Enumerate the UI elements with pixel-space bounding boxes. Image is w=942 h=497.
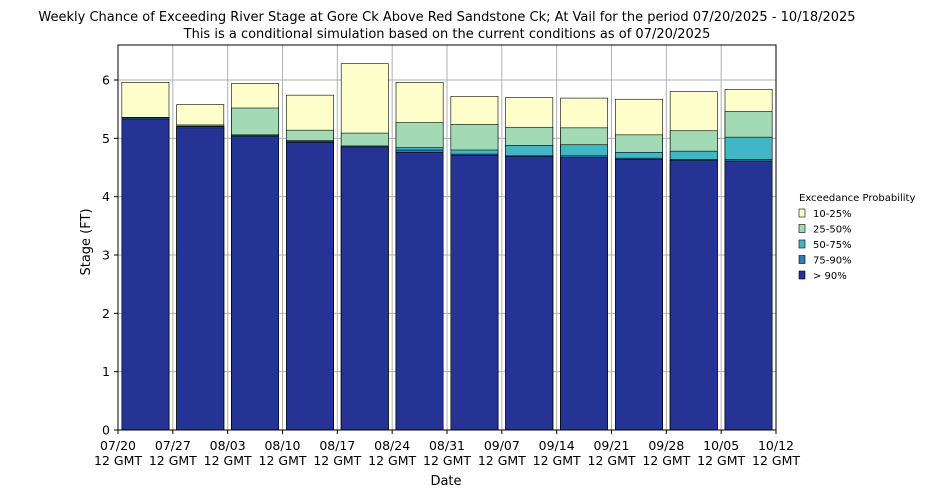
legend-swatch bbox=[798, 270, 806, 280]
x-tick-label-date: 09/21 bbox=[593, 438, 629, 453]
bar-stacks bbox=[121, 63, 773, 431]
bar-segment bbox=[231, 136, 279, 431]
x-tick-label-time: 12 GMT bbox=[368, 453, 416, 468]
bar-segment bbox=[286, 142, 334, 431]
x-tick-label-time: 12 GMT bbox=[423, 453, 471, 468]
y-tick-labels: 0 1 2 3 4 5 6 bbox=[102, 73, 118, 438]
bar-segment bbox=[615, 159, 663, 431]
chart-title-line-1: Weekly Chance of Exceeding River Stage a… bbox=[38, 10, 855, 25]
bar-segment bbox=[395, 152, 444, 431]
x-tick-label-time: 12 GMT bbox=[259, 453, 307, 468]
legend-swatch bbox=[798, 208, 806, 218]
x-tick-label-date: 08/31 bbox=[429, 438, 465, 453]
legend-entry-label: > 90% bbox=[813, 271, 847, 282]
y-tick-label: 4 bbox=[102, 189, 110, 204]
chart-title-group: Weekly Chance of Exceeding River Stage a… bbox=[38, 10, 855, 42]
legend-swatch bbox=[798, 255, 806, 264]
x-tick-label-date: 09/07 bbox=[484, 438, 520, 453]
bar-segment bbox=[340, 147, 389, 431]
x-tick-label-time: 12 GMT bbox=[642, 453, 690, 468]
x-tick-label-date: 07/27 bbox=[155, 438, 191, 453]
y-tick-label: 1 bbox=[102, 364, 110, 379]
legend-entry-label: 10-25% bbox=[813, 209, 852, 220]
x-axis-label: Date bbox=[430, 474, 461, 489]
bar-segment bbox=[560, 157, 608, 431]
legend-swatch bbox=[798, 224, 806, 233]
y-axis-label: Stage (FT) bbox=[79, 208, 94, 275]
legend-title: Exceedance Probability bbox=[799, 193, 915, 204]
bar-segment bbox=[450, 154, 499, 431]
y-tick-label: 3 bbox=[102, 248, 110, 263]
bar-segment bbox=[121, 118, 170, 431]
bar-segment bbox=[176, 127, 225, 431]
x-tick-label-time: 12 GMT bbox=[752, 453, 800, 468]
x-tick-label-date: 09/14 bbox=[539, 438, 575, 453]
x-tick-label-time: 12 GMT bbox=[149, 453, 197, 468]
y-tick-label: 5 bbox=[102, 131, 110, 146]
x-tick-label-time: 12 GMT bbox=[478, 453, 526, 468]
legend-entry-label: 25-50% bbox=[813, 225, 852, 236]
x-tick-label-date: 08/24 bbox=[374, 438, 410, 453]
chart-title-line-2: This is a conditional simulation based o… bbox=[183, 27, 711, 42]
x-tick-label-date: 10/12 bbox=[758, 438, 794, 453]
y-tick-label: 0 bbox=[102, 423, 110, 438]
x-tick-label-date: 08/03 bbox=[210, 438, 246, 453]
x-tick-label-date: 07/20 bbox=[100, 438, 136, 453]
x-tick-label-date: 09/28 bbox=[648, 438, 684, 453]
x-tick-label-time: 12 GMT bbox=[588, 453, 636, 468]
x-tick-label-date: 08/10 bbox=[264, 438, 300, 453]
legend-swatch bbox=[798, 239, 806, 249]
legend: Exceedance Probability 10-25% 25-50% 50-75… bbox=[798, 193, 915, 282]
x-tick-label-date: 08/17 bbox=[319, 438, 355, 453]
legend-entry-label: 75-90% bbox=[813, 256, 852, 267]
y-tick-label: 6 bbox=[102, 73, 110, 88]
x-tick-label-time: 12 GMT bbox=[533, 453, 581, 468]
x-tick-label-time: 12 GMT bbox=[313, 453, 361, 468]
x-tick-label-time: 12 GMT bbox=[94, 453, 142, 468]
bar-segment bbox=[669, 160, 718, 431]
x-tick-label-time: 12 GMT bbox=[697, 453, 745, 468]
x-tick-label-date: 10/05 bbox=[703, 438, 739, 453]
legend-entry-label: 50-75% bbox=[813, 240, 852, 251]
bar-segment bbox=[505, 156, 554, 431]
bar-segment bbox=[724, 160, 773, 431]
grid-lines bbox=[118, 45, 776, 430]
x-tick-label-time: 12 GMT bbox=[204, 453, 252, 468]
y-tick-label: 2 bbox=[102, 306, 110, 321]
